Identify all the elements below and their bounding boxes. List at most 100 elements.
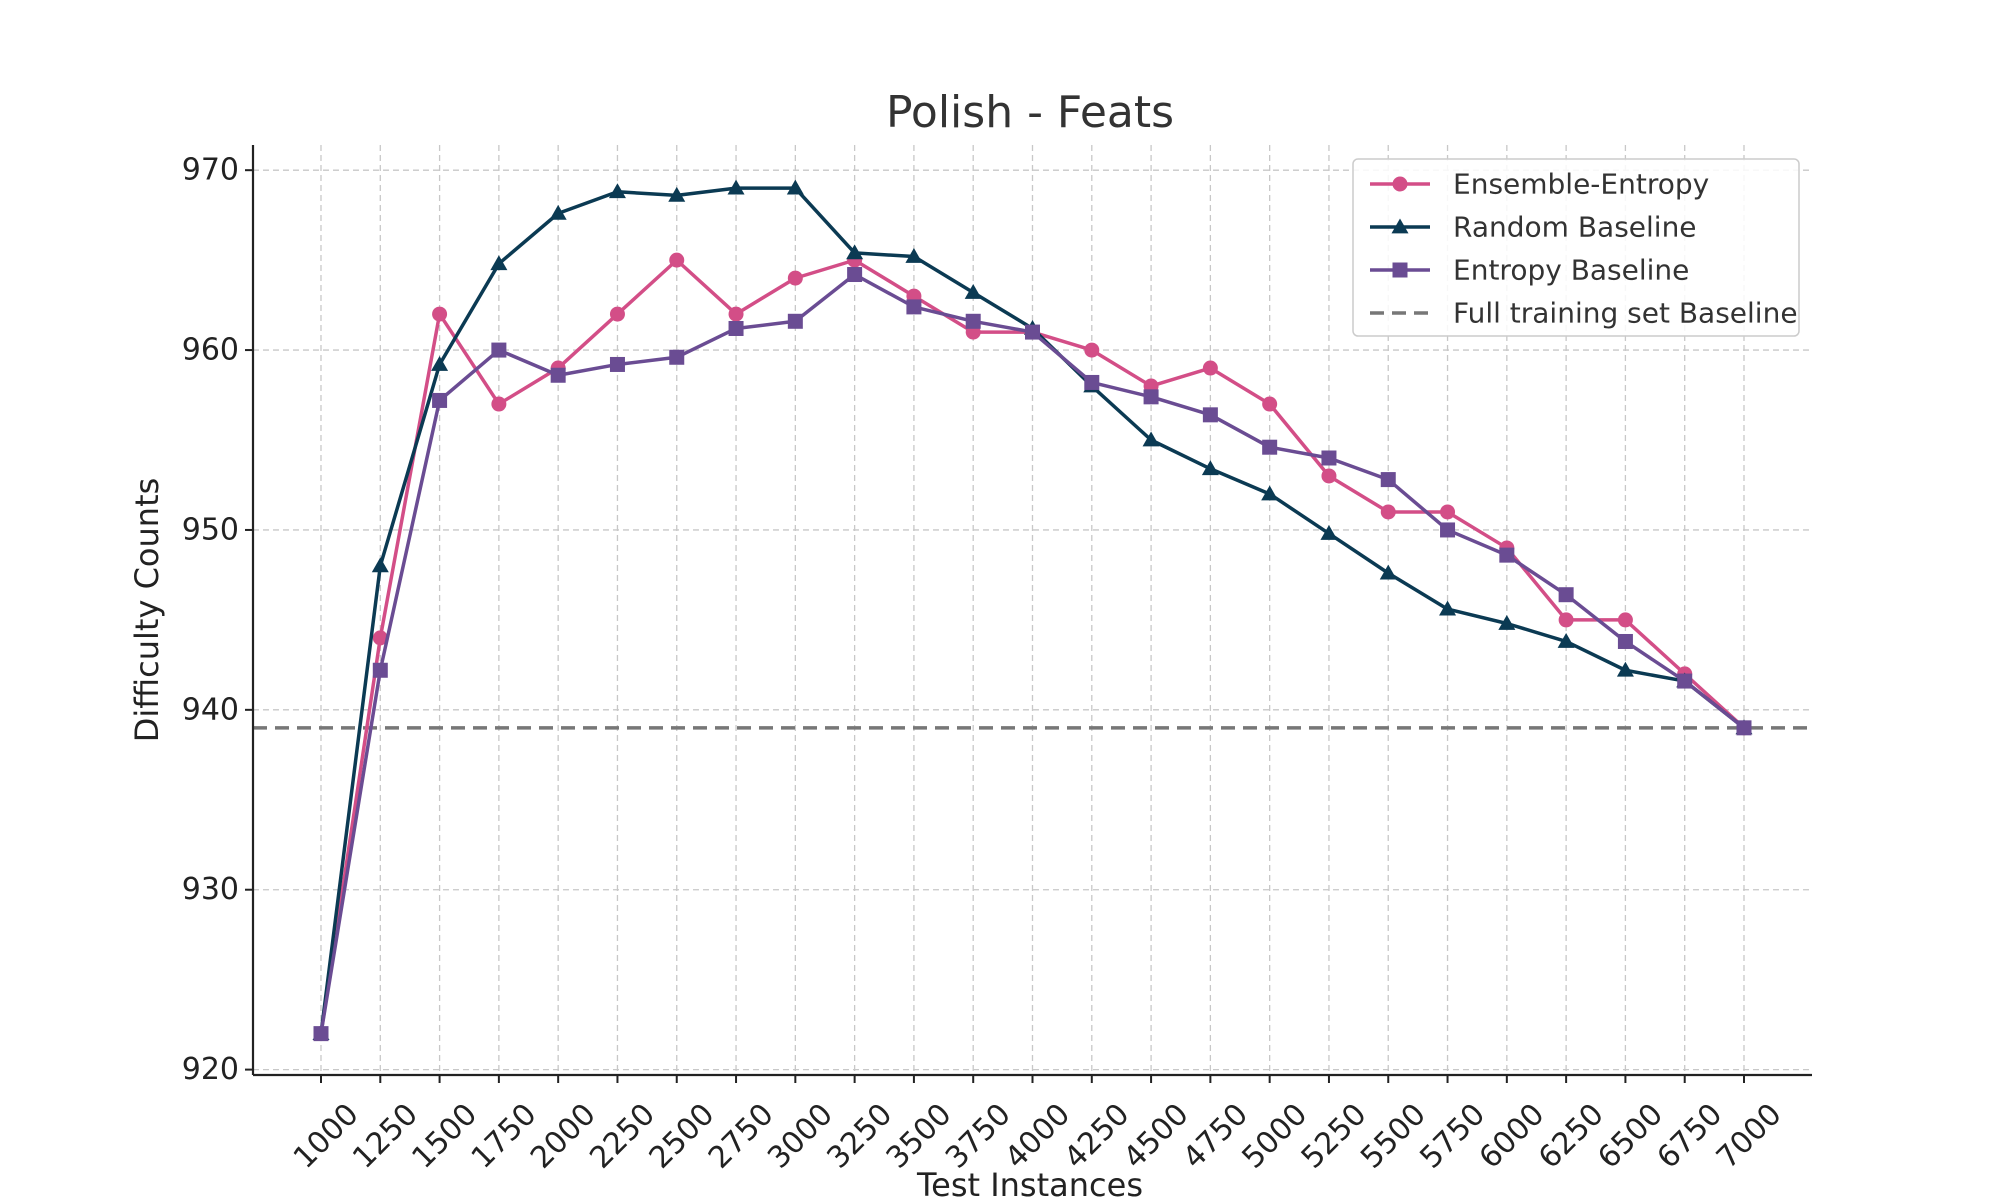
ensemble-entropy-point	[491, 396, 507, 412]
ensemble-entropy-point	[728, 306, 744, 322]
entropy-baseline-point	[1262, 439, 1278, 455]
entropy-baseline-point	[1677, 673, 1693, 689]
x-tick-label: 4500	[1117, 1097, 1196, 1176]
random-baseline-point	[1557, 632, 1575, 648]
x-axis-title: Test Instances	[916, 1166, 1143, 1200]
legend-marker-entropy-baseline	[1392, 262, 1408, 278]
ensemble-entropy-point	[1558, 612, 1574, 628]
x-tick-label: 1000	[287, 1097, 366, 1176]
random-baseline-point	[1142, 431, 1160, 447]
x-tick-label: 1250	[346, 1097, 425, 1176]
entropy-baseline-point	[728, 320, 744, 336]
random-baseline-point	[846, 244, 864, 260]
ensemble-entropy-point	[609, 306, 625, 322]
series-lines	[312, 179, 1753, 1042]
x-tick-label: 5250	[1295, 1097, 1374, 1176]
x-tick-label: 5000	[1236, 1097, 1315, 1176]
random-baseline-point	[1379, 564, 1397, 580]
x-tick-label: 1500	[405, 1097, 484, 1176]
random-baseline-point	[668, 186, 686, 202]
x-tick-label: 3750	[939, 1097, 1018, 1176]
entropy-baseline-point	[1617, 633, 1633, 649]
random-baseline-point	[905, 248, 923, 263]
entropy-baseline-point	[550, 367, 566, 383]
chart-title: Polish - Feats	[886, 87, 1174, 138]
grid	[253, 145, 1812, 1075]
entropy-baseline-point	[1380, 472, 1396, 488]
x-tick-label: 3500	[880, 1097, 959, 1176]
legend-marker-random-baseline	[1391, 218, 1409, 234]
x-tick-label: 6500	[1591, 1097, 1670, 1176]
legend-label-full-training-set-baseline: Full training set Baseline	[1453, 297, 1798, 330]
legend-label-entropy-baseline: Entropy Baseline	[1453, 254, 1689, 287]
random-baseline-point	[727, 179, 745, 195]
entropy-baseline-point	[1084, 374, 1100, 390]
series-entropy-baseline	[313, 267, 1752, 1042]
legend-label-ensemble-entropy: Ensemble-Entropy	[1453, 168, 1709, 201]
random-baseline-point	[490, 255, 508, 271]
ensemble-entropy-point	[1380, 504, 1396, 520]
x-tick-label: 3000	[761, 1097, 840, 1176]
legend-marker-ensemble-entropy	[1392, 176, 1408, 192]
x-tick-label: 7000	[1710, 1097, 1789, 1176]
random-baseline-point	[549, 204, 567, 220]
random-baseline-point	[431, 355, 449, 371]
y-tick-label: 940	[182, 692, 239, 727]
entropy-baseline-point	[787, 313, 803, 329]
entropy-baseline-point	[1321, 450, 1337, 466]
entropy-baseline-point	[1558, 587, 1574, 603]
x-tick-label: 4750	[1176, 1097, 1255, 1176]
x-tick-label: 4250	[1058, 1097, 1137, 1176]
ensemble-entropy-point	[1617, 612, 1633, 628]
x-tick-label: 2750	[702, 1097, 781, 1176]
x-tick-label: 6000	[1473, 1097, 1552, 1176]
y-tick-label: 950	[182, 512, 239, 547]
x-tick-label: 3250	[821, 1097, 900, 1176]
x-tick-label: 6250	[1532, 1097, 1611, 1176]
x-tick-label: 4000	[998, 1097, 1077, 1176]
random-baseline-point	[1498, 614, 1516, 630]
ensemble-entropy-point	[1202, 360, 1218, 376]
entropy-baseline-point	[1440, 522, 1456, 538]
random-baseline-point	[1261, 485, 1279, 501]
random-baseline-point	[1201, 460, 1219, 476]
y-tick-label: 960	[182, 333, 239, 368]
ensemble-entropy-point	[1262, 396, 1278, 412]
entropy-baseline-point	[906, 299, 922, 315]
entropy-baseline-point	[491, 342, 507, 358]
random-baseline-point	[1320, 525, 1338, 540]
entropy-baseline-point	[965, 313, 981, 329]
entropy-baseline-point	[1025, 324, 1040, 340]
entropy-baseline-point	[847, 267, 863, 283]
y-axis-title: Difficulty Counts	[128, 478, 166, 743]
random-baseline-point	[964, 284, 982, 299]
ensemble-entropy-point	[432, 306, 448, 322]
ensemble-entropy-point	[372, 630, 388, 646]
legend-box	[1352, 158, 1800, 337]
ensemble-entropy-point	[669, 252, 685, 268]
entropy-baseline-point	[1736, 720, 1752, 736]
y-tick-label: 970	[182, 153, 239, 188]
random-baseline-point	[608, 183, 626, 199]
ensemble-entropy-point	[1440, 504, 1456, 520]
entropy-baseline-point	[1202, 407, 1218, 423]
x-tick-label: 1750	[465, 1097, 544, 1176]
random-baseline-point	[786, 179, 804, 195]
x-tick-label: 6750	[1651, 1097, 1730, 1176]
entropy-baseline-point	[609, 356, 625, 372]
entropy-baseline-point	[1143, 389, 1159, 405]
x-tick-label: 5500	[1354, 1097, 1433, 1176]
entropy-baseline-point	[432, 392, 448, 408]
ensemble-entropy-point	[1084, 342, 1100, 358]
random-baseline-point	[1439, 600, 1457, 616]
entropy-baseline-point	[1499, 547, 1515, 563]
x-tick-label: 2250	[583, 1097, 662, 1176]
entropy-baseline-point	[669, 349, 685, 365]
ensemble-entropy-point	[1321, 468, 1337, 484]
entropy-baseline-point	[313, 1026, 329, 1042]
x-tick-label: 2500	[643, 1097, 722, 1176]
x-tick-label: 2000	[524, 1097, 603, 1176]
legend: Ensemble-Entropy Random Baseline Entropy B…	[1352, 158, 1800, 337]
entropy-baseline-point	[372, 662, 388, 678]
